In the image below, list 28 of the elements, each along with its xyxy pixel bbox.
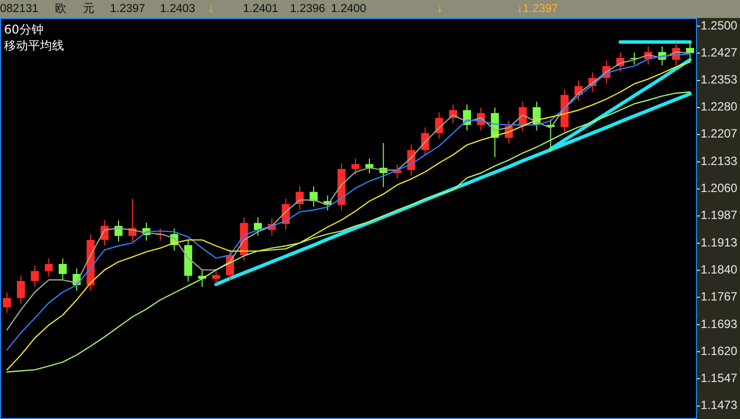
y-tick-label: 1.2207 (700, 126, 738, 141)
y-tick-label: 1.2353 (700, 72, 738, 87)
y-tick-label: 1.1767 (700, 289, 738, 304)
text: ↓1.2397 (517, 3, 558, 16)
y-tick-label: 1.2280 (700, 100, 738, 114)
y-tick-label: 1.1547 (700, 370, 738, 385)
text: 元 (83, 2, 95, 16)
y-tick-label: 1.1913 (700, 235, 738, 250)
y-tick-label: 1.2500 (700, 18, 738, 32)
text: 移动平均线 (4, 38, 64, 52)
y-tick-label: 1.2427 (700, 45, 738, 60)
text: 1.2401 (243, 3, 278, 16)
y-tick-label: 1.1473 (700, 398, 738, 412)
text: 欧 (55, 2, 67, 16)
text: 082131 (0, 3, 38, 16)
text: ↓ (437, 3, 443, 16)
text: 1.2397 (110, 3, 146, 16)
chart-title: 60分钟 (4, 22, 44, 36)
text: 1.2403 (160, 3, 196, 16)
y-tick-label: 1.1987 (700, 208, 738, 222)
y-tick-label: 1.2133 (700, 154, 738, 168)
text: 1.2400 (331, 3, 366, 16)
y-tick-label: 1.1620 (700, 344, 738, 358)
y-tick-label: 1.1693 (700, 316, 738, 331)
text: ↓ (208, 3, 214, 16)
text: 1.2396 (290, 3, 326, 16)
y-tick-label: 1.2060 (700, 181, 738, 196)
y-tick-label: 1.1840 (700, 262, 738, 276)
